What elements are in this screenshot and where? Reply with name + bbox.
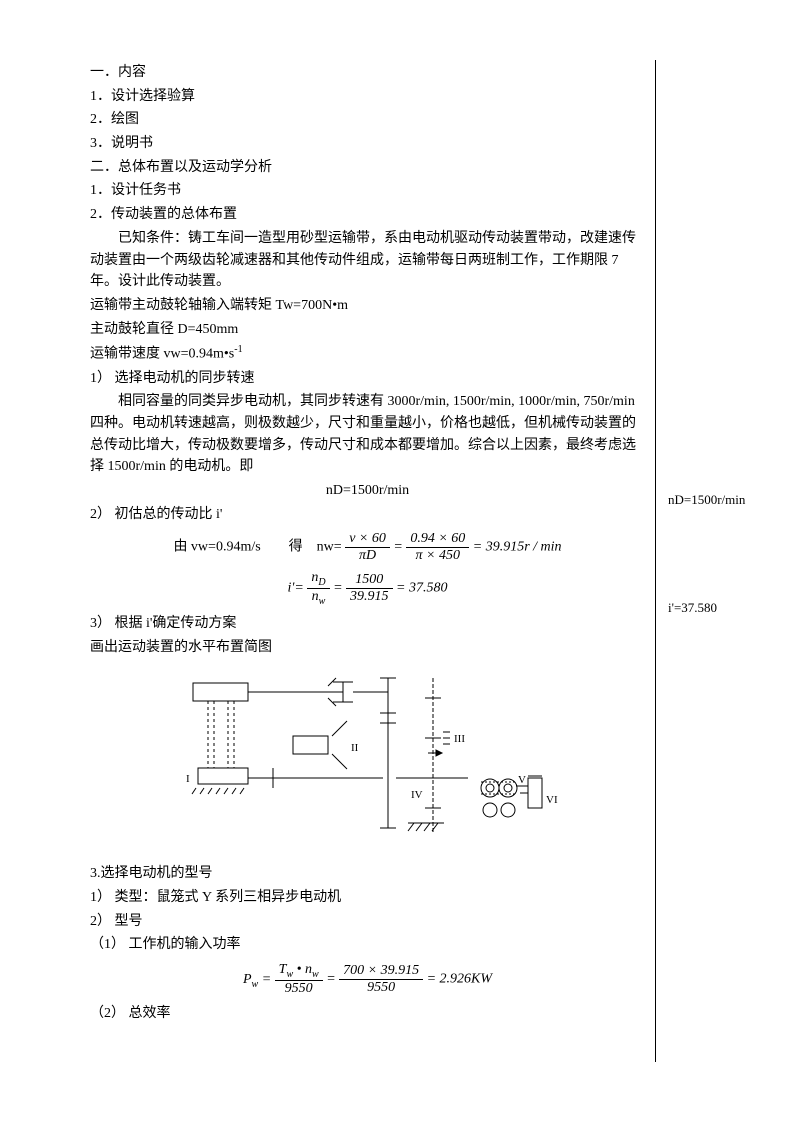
denominator: 9550 xyxy=(275,981,323,997)
fraction: nD nw xyxy=(307,570,329,607)
margin-divider xyxy=(655,60,656,1062)
formula-text: nD=1500r/min xyxy=(326,483,409,498)
paragraph: 画出运动装置的水平布置简图 xyxy=(90,637,645,659)
denominator: nw xyxy=(307,589,329,607)
fraction: 0.94 × 60 π × 450 xyxy=(406,531,469,564)
subsection-heading: 3） 根据 i'确定传动方案 xyxy=(90,613,645,635)
formula-result: nD=1500r/min xyxy=(90,480,645,502)
list-item: 3．说明书 xyxy=(90,133,645,155)
margin-note-1: nD=1500r/min xyxy=(668,492,745,508)
list-item: 2．传动装置的总体布置 xyxy=(90,204,645,226)
section-1-heading: 一．内容 xyxy=(90,62,645,84)
denominator: 39.915 xyxy=(346,589,393,605)
list-item: 1） 类型：鼠笼式 Y 系列三相异步电动机 xyxy=(90,887,645,909)
numerator: v × 60 xyxy=(345,531,390,548)
spec-line: 运输带主动鼓轮轴输入端转矩 Tw=700N•m xyxy=(90,295,645,317)
denominator: 9550 xyxy=(339,980,423,996)
list-item: （1） 工作机的输入功率 xyxy=(90,934,645,956)
numerator: 0.94 × 60 xyxy=(406,531,469,548)
fraction: 700 × 39.915 9550 xyxy=(339,963,423,996)
layout-diagram: I II III IV V VI xyxy=(178,668,558,853)
result: = 37.580 xyxy=(396,581,447,596)
spec-text: 运输带速度 vw=0.94m•s xyxy=(90,347,234,362)
numerator: 1500 xyxy=(346,572,393,589)
superscript: -1 xyxy=(234,344,242,355)
formula-prefix: Pw = xyxy=(243,972,275,987)
result: = 2.926KW xyxy=(427,972,492,987)
svg-text:II: II xyxy=(351,742,359,754)
fraction: 1500 39.915 xyxy=(346,572,393,605)
fraction: Tw • nw 9550 xyxy=(275,962,323,997)
equals: = xyxy=(326,972,339,987)
formula-nw: 由 vw=0.94m/s 得 nw= v × 60 πD = 0.94 × 60… xyxy=(90,531,645,564)
formula-prefix: i'= xyxy=(288,581,304,596)
main-content: 一．内容 1．设计选择验算 2．绘图 3．说明书 二．总体布置以及运动学分析 1… xyxy=(90,62,645,1025)
result: = 39.915r / min xyxy=(473,540,562,555)
subsection-heading: 1） 选择电动机的同步转速 xyxy=(90,368,645,390)
paragraph: 相同容量的同类异步电动机，其同步转速有 3000r/min, 1500r/min… xyxy=(90,391,645,478)
svg-text:VI: VI xyxy=(546,794,558,806)
denominator: πD xyxy=(345,548,390,564)
svg-text:V: V xyxy=(518,774,526,786)
margin-note-2: i'=37.580 xyxy=(668,600,717,616)
subsection-heading: 2） 初估总的传动比 i' xyxy=(90,504,645,526)
paragraph: 已知条件：铸工车间一造型用砂型运输带，系由电动机驱动传动装置带动，改建速传动装置… xyxy=(90,228,645,293)
spec-line: 运输带速度 vw=0.94m•s-1 xyxy=(90,342,645,365)
denominator: π × 450 xyxy=(406,548,469,564)
list-item: 3.选择电动机的型号 xyxy=(90,863,645,885)
list-item: 1．设计任务书 xyxy=(90,180,645,202)
formula-pw: Pw = Tw • nw 9550 = 700 × 39.915 9550 = … xyxy=(90,962,645,997)
numerator: nD xyxy=(307,570,329,589)
numerator: 700 × 39.915 xyxy=(339,963,423,980)
svg-text:I: I xyxy=(186,773,190,785)
list-item: （2） 总效率 xyxy=(90,1003,645,1025)
svg-text:IV: IV xyxy=(411,789,423,801)
list-item: 1．设计选择验算 xyxy=(90,86,645,108)
formula-i: i'= nD nw = 1500 39.915 = 37.580 xyxy=(90,570,645,607)
svg-text:III: III xyxy=(454,733,465,745)
equals: = xyxy=(333,581,346,596)
formula-prefix: 由 vw=0.94m/s 得 nw= xyxy=(173,540,341,555)
fraction: v × 60 πD xyxy=(345,531,390,564)
list-item: 2） 型号 xyxy=(90,911,645,933)
spec-line: 主动鼓轮直径 D=450mm xyxy=(90,319,645,341)
section-2-heading: 二．总体布置以及运动学分析 xyxy=(90,157,645,179)
numerator: Tw • nw xyxy=(275,962,323,981)
list-item: 2．绘图 xyxy=(90,109,645,131)
equals: = xyxy=(393,540,406,555)
